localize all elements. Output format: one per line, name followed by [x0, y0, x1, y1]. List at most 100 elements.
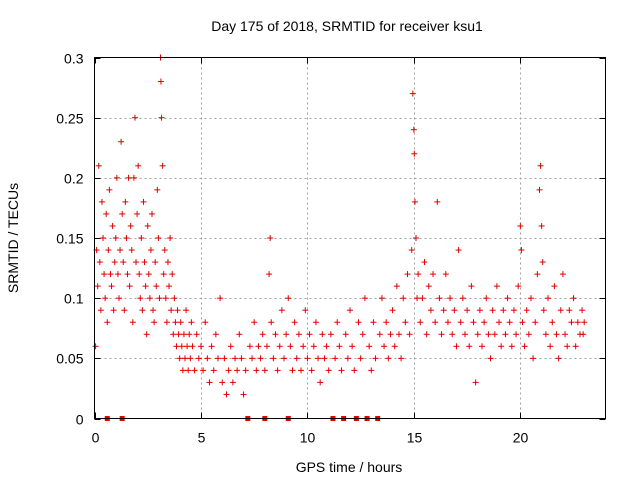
data-point — [114, 271, 121, 278]
data-point — [153, 283, 160, 290]
data-point — [185, 367, 192, 374]
data-point — [351, 367, 358, 374]
data-point — [518, 247, 525, 254]
data-point — [195, 355, 202, 362]
data-point — [128, 247, 135, 254]
data-point — [402, 319, 409, 326]
data-point — [523, 307, 530, 314]
data-point — [270, 355, 277, 362]
data-point — [157, 78, 164, 85]
data-point — [97, 307, 104, 314]
data-point — [142, 283, 149, 290]
data-point — [408, 247, 415, 254]
data-point — [517, 222, 524, 229]
chart-title: Day 175 of 2018, SRMTID for receiver ksu… — [211, 18, 483, 34]
data-point — [461, 331, 468, 338]
data-point — [321, 355, 328, 362]
data-point — [319, 331, 326, 338]
data-point — [108, 283, 115, 290]
data-point — [376, 331, 383, 338]
data-point — [400, 295, 407, 302]
data-point — [266, 271, 273, 278]
data-point — [468, 283, 475, 290]
data-point — [564, 343, 571, 350]
data-point — [370, 319, 377, 326]
data-point — [272, 331, 279, 338]
data-point — [372, 355, 379, 362]
data-point — [368, 367, 375, 374]
data-point — [442, 271, 449, 278]
data-point — [327, 331, 334, 338]
data-point — [253, 367, 260, 374]
data-point — [559, 271, 566, 278]
y-axis-title: SRMTID / TECUs — [5, 183, 21, 293]
data-point — [143, 331, 150, 338]
data-point — [496, 319, 503, 326]
data-point — [119, 210, 126, 217]
data-point — [234, 367, 241, 374]
data-point — [332, 355, 339, 362]
data-point — [120, 259, 127, 266]
data-point — [238, 355, 245, 362]
data-point — [479, 343, 486, 350]
x-tick-labels: 0 5 10 15 20 — [92, 430, 529, 446]
data-point — [508, 343, 515, 350]
data-point — [359, 331, 366, 338]
data-point — [223, 391, 230, 398]
data-point — [102, 295, 109, 302]
data-point — [249, 355, 256, 362]
data-point — [570, 295, 577, 302]
data-point — [302, 307, 309, 314]
data-point — [122, 198, 129, 205]
data-point — [540, 307, 547, 314]
data-point — [417, 319, 424, 326]
data-point — [206, 379, 213, 386]
data-point — [112, 235, 119, 241]
data-point — [232, 355, 239, 362]
data-point — [381, 343, 388, 350]
data-point — [125, 174, 132, 181]
data-point — [144, 222, 151, 229]
data-point — [415, 271, 422, 278]
data-point — [519, 319, 526, 326]
data-point — [259, 331, 266, 338]
data-point — [208, 343, 215, 350]
data-point — [161, 247, 168, 254]
y-tick-labels: 0 0.05 0.1 0.15 0.2 0.25 0.3 — [56, 51, 83, 428]
data-point — [219, 379, 226, 386]
data-point — [393, 283, 400, 290]
data-point — [334, 319, 341, 326]
x-tick-label: 20 — [513, 430, 529, 446]
data-point — [366, 343, 373, 350]
data-point — [485, 331, 492, 338]
data-point — [464, 307, 471, 314]
y-tick-label: 0.3 — [64, 51, 84, 67]
data-point — [187, 355, 194, 362]
data-point — [434, 198, 441, 205]
y-tick-label: 0.05 — [56, 351, 83, 367]
data-point — [109, 222, 116, 229]
data-point — [525, 331, 532, 338]
data-point — [532, 319, 539, 326]
data-point — [152, 259, 159, 266]
data-point — [246, 343, 253, 350]
data-point — [430, 271, 437, 278]
data-point — [145, 271, 152, 278]
data-point — [409, 90, 416, 97]
data-point — [510, 307, 517, 314]
data-point — [170, 331, 177, 338]
data-point — [123, 235, 130, 241]
data-point — [312, 319, 319, 326]
data-point — [221, 355, 228, 362]
data-point — [453, 343, 460, 350]
data-point — [474, 331, 481, 338]
data-point — [96, 259, 103, 266]
data-point — [95, 162, 102, 169]
data-point — [251, 319, 258, 326]
data-point — [225, 367, 232, 374]
data-point — [101, 271, 108, 278]
data-point — [106, 186, 113, 193]
data-point — [98, 198, 105, 205]
data-point — [126, 283, 133, 290]
data-point — [276, 343, 283, 350]
